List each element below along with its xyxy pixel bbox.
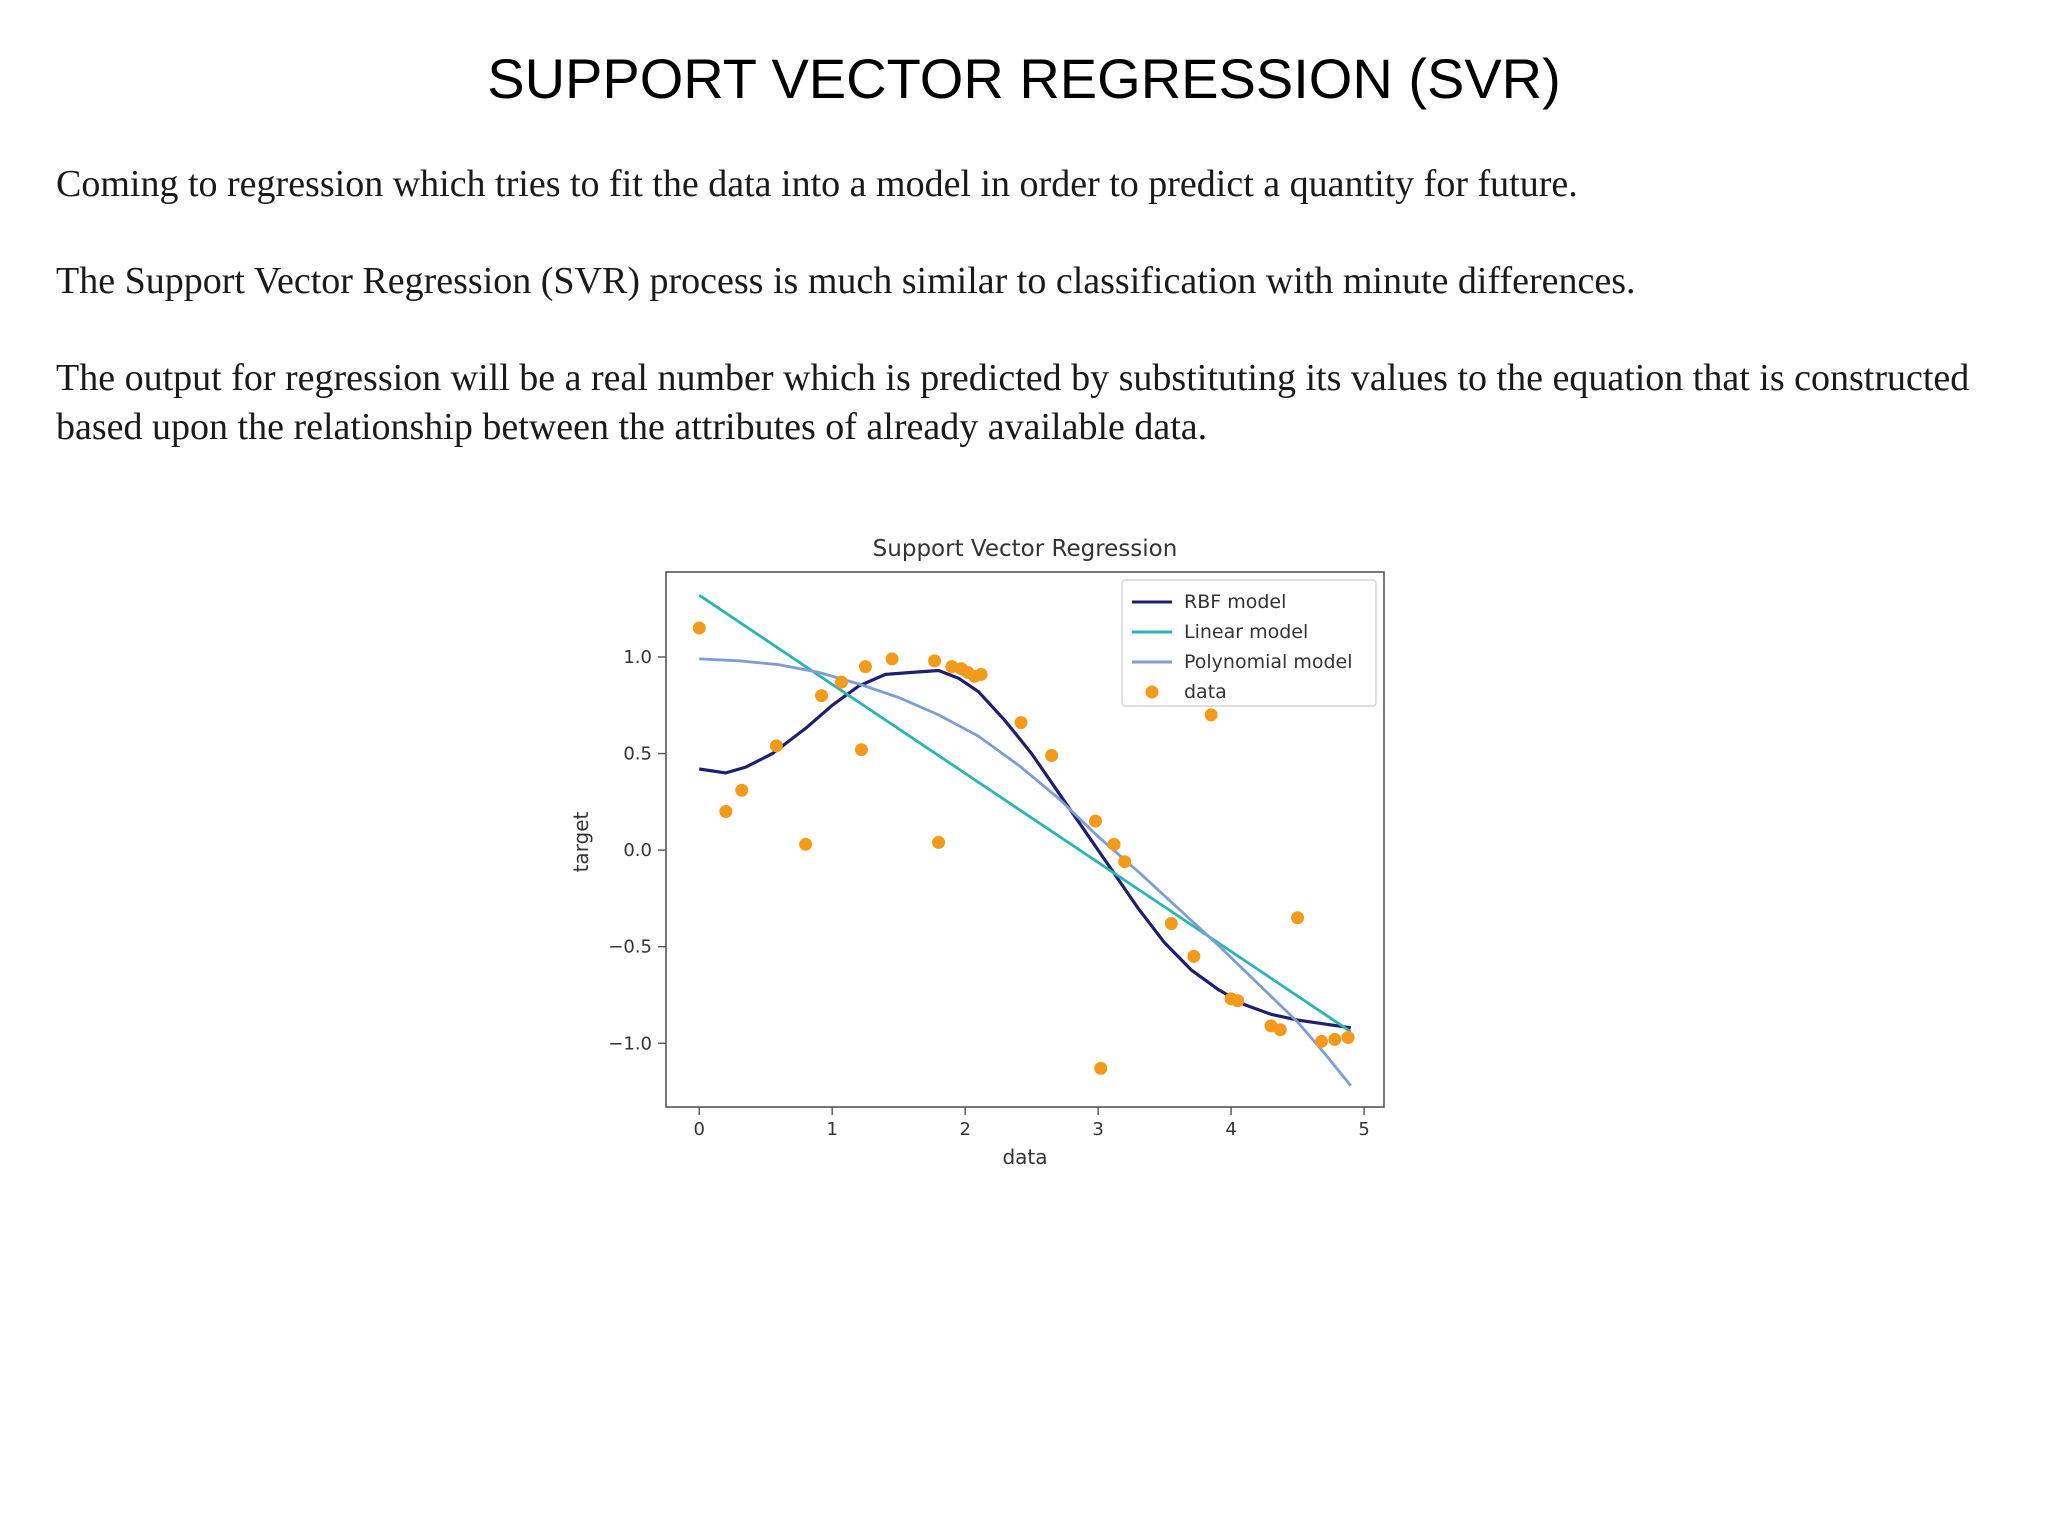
y-axis-label: target [569,811,593,872]
data-point [1328,1032,1342,1046]
y-tick-label: −0.5 [608,937,652,958]
x-tick-label: 3 [1092,1119,1103,1140]
legend-label: data [1184,681,1227,703]
data-point [1187,949,1201,963]
legend-frame [1121,579,1377,707]
chart-title: Support Vector Regression [873,536,1178,562]
y-tick-label: −1.0 [608,1033,652,1054]
data-point [1107,837,1121,851]
legend-swatch-data [1145,685,1159,699]
data-point [1045,748,1059,762]
data-point [928,654,942,668]
y-tick-label: 1.0 [623,647,652,668]
legend-label: RBF model [1184,591,1286,613]
data-point [1094,1061,1108,1075]
slide-title: SUPPORT VECTOR REGRESSION (SVR) [487,47,1561,110]
data-point [1315,1034,1329,1048]
data-point [932,835,946,849]
data-point [885,652,899,666]
x-axis-label: data [1002,1145,1047,1169]
y-tick-label: 0.0 [623,840,652,861]
paragraph-intro: Coming to regression which tries to fit … [56,163,1578,205]
legend-label: Polynomial model [1184,651,1353,673]
data-point [1273,1023,1287,1037]
data-point [769,739,783,753]
plot-frame [665,571,1385,1108]
data-point [1118,855,1132,869]
data-point [735,783,749,797]
data-point [1231,994,1245,1008]
x-tick-label: 5 [1358,1119,1369,1140]
x-axis: 0 1 2 3 4 5 [694,1107,1370,1140]
data-point [1291,911,1305,925]
data-point [1204,708,1218,722]
chart-legend: RBF model Linear model Polynomial model dat… [1121,579,1377,707]
data-point [1341,1030,1355,1044]
y-axis: −1.0 −0.5 0.0 0.5 1.0 [608,647,666,1054]
data-point [974,667,988,681]
data-point [719,804,733,818]
x-tick-label: 0 [694,1119,705,1140]
legend-label: Linear model [1184,621,1308,643]
x-tick-label: 4 [1225,1119,1236,1140]
data-point [854,743,868,757]
linear-model-line [698,594,1352,1033]
y-tick-label: 0.5 [623,744,652,765]
svr-chart: Support Vector Regression 0 1 2 3 4 5 −1.0 −0.… [569,536,1385,1169]
data-point [815,689,829,703]
x-tick-label: 2 [959,1119,970,1140]
data-point [799,837,813,851]
data-point [1088,814,1102,828]
paragraph-process: The Support Vector Regression (SVR) proc… [56,260,1636,302]
plot-area [665,571,1385,1108]
data-point [835,675,849,689]
data-point [1164,917,1178,931]
data-point [1014,716,1028,730]
data-point [858,660,872,674]
data-point [692,621,706,635]
x-tick-label: 1 [826,1119,837,1140]
polynomial-model-line [699,657,1352,1087]
paragraph-output: The output for regression will be a real… [56,357,1970,448]
